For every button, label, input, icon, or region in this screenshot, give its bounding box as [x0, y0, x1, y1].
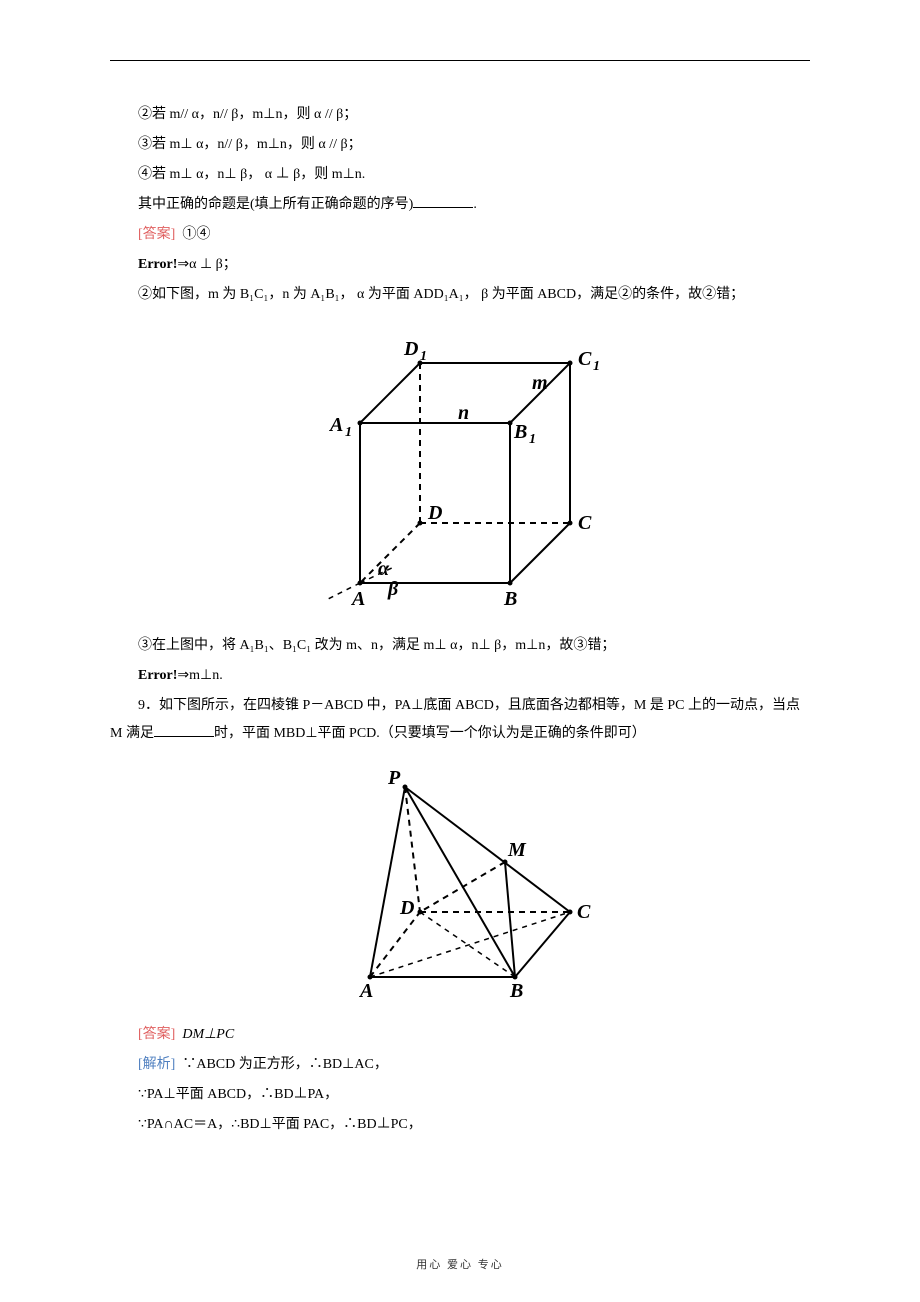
error-text-1: Error! [138, 257, 177, 272]
lbl-B1s: 1 [529, 432, 536, 447]
explain-line-3: ∵PA∩AC＝A，∴BD⊥平面 PAC，∴BD⊥PC， [110, 1111, 810, 1139]
explain-line-1: [解析] ∵ABCD 为正方形，∴BD⊥AC， [110, 1051, 810, 1079]
lbl-B1: B [513, 421, 527, 443]
lbl-D1s: 1 [420, 349, 427, 364]
page-footer: 用心 爱心 专心 [0, 1256, 920, 1272]
lbl2-D: D [399, 897, 414, 919]
lbl2-C: C [577, 901, 591, 923]
q9-post: 时，平面 MBD⊥平面 PCD.（只要填写一个你认为是正确的条件即可） [214, 726, 646, 741]
explain-label: [解析] [138, 1057, 175, 1072]
lbl-beta: β [387, 578, 399, 600]
lbl2-A: A [358, 980, 373, 1002]
blank-2 [154, 723, 214, 737]
lbl-A1: A [328, 414, 343, 436]
error-line-1: Error!⇒α ⊥ β； [110, 251, 810, 279]
explain-line-2: ∵PA⊥平面 ABCD，∴BD⊥PA， [110, 1081, 810, 1109]
lbl-alpha: α [378, 558, 390, 580]
lbl-D1: D [403, 338, 418, 360]
lbl-m: m [532, 372, 548, 394]
prompt-correct: 其中正确的命题是(填上所有正确命题的序号). [110, 191, 810, 219]
question-9: 9．如下图所示，在四棱锥 P－ABCD 中，PA⊥底面 ABCD，且底面各边都相… [110, 692, 810, 748]
error-line-2: Error!⇒m⊥n. [110, 662, 810, 690]
lbl2-B: B [509, 980, 523, 1002]
figure-pyramid: A B C D P M [110, 762, 810, 1007]
answer-line-2: [答案] DM⊥PC [110, 1021, 810, 1049]
statement-4: ④若 m⊥ α，n⊥ β， α ⊥ β，则 m⊥n. [110, 161, 810, 189]
blank-1 [413, 194, 473, 208]
error-text-2: Error! [138, 668, 177, 683]
error-post-1: ⇒α ⊥ β； [177, 257, 236, 272]
top-rule [110, 60, 810, 61]
figure-cube: A B C D A1 B1 C1 D1 m n α β [110, 323, 810, 618]
lbl2-P: P [387, 767, 401, 789]
lbl-D: D [427, 502, 442, 524]
explain-3: ③在上图中，将 A₁B₁、B₁C₁ 改为 m、n，满足 m⊥ α，n⊥ β，m⊥… [110, 632, 810, 660]
lbl-C1: C [578, 348, 592, 370]
statement-3: ③若 m⊥ α，n// β，m⊥n，则 α // β； [110, 131, 810, 159]
explain-2: ②如下图，m 为 B₁C₁，n 为 A₁B₁， α 为平面 ADD₁A₁， β … [110, 281, 810, 309]
prompt-pre: 其中正确的命题是(填上所有正确命题的序号) [138, 197, 413, 212]
answer-1: ①④ [182, 227, 210, 242]
answer-label-2: [答案] [138, 1027, 175, 1042]
lbl-A1s: 1 [345, 425, 352, 440]
explain-2-text: ②如下图，m 为 B₁C₁，n 为 A₁B₁， α 为平面 ADD₁A₁， β … [138, 287, 744, 302]
answer-label: [答案] [138, 227, 175, 242]
lbl-n: n [458, 402, 469, 424]
error-post-2: ⇒m⊥n. [177, 668, 222, 683]
lbl-C: C [578, 512, 592, 534]
lbl-B: B [503, 588, 517, 610]
lbl-C1s: 1 [593, 359, 600, 374]
statement-2: ②若 m// α，n// β，m⊥n，则 α // β； [110, 101, 810, 129]
lbl2-M: M [507, 839, 527, 861]
answer-line-1: [答案] ①④ [110, 221, 810, 249]
answer-2: DM⊥PC [182, 1027, 234, 1042]
explain-1-text: ∵ABCD 为正方形，∴BD⊥AC， [182, 1057, 388, 1072]
lbl-A: A [350, 588, 365, 610]
prompt-post: . [473, 197, 477, 212]
